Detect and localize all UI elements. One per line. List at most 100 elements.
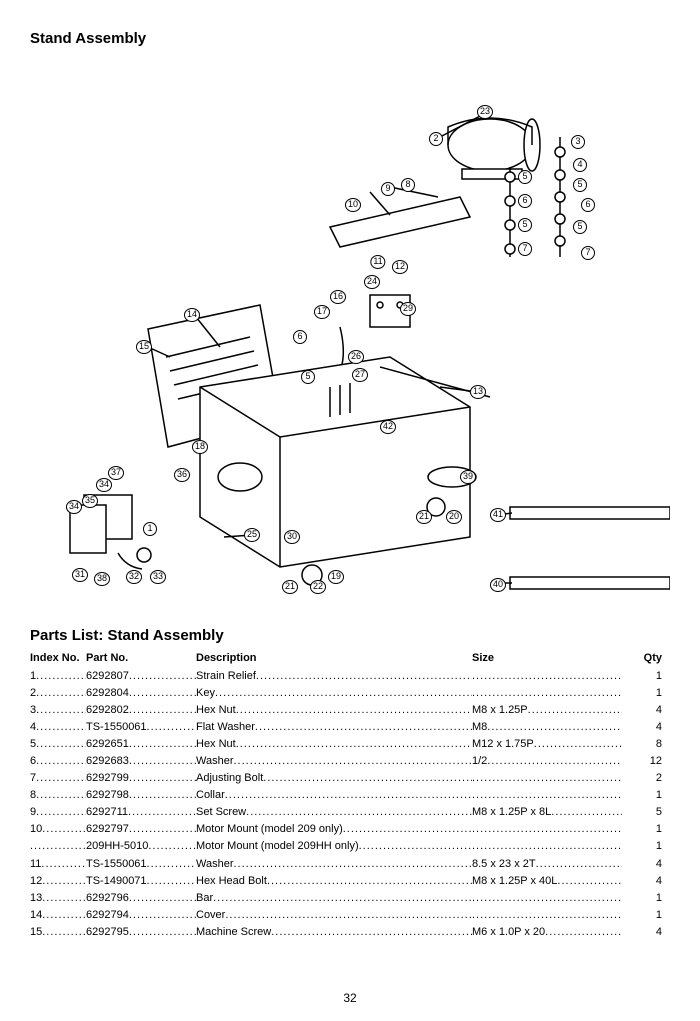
table-row: 12TS-1490071Hex Head BoltM8 x 1.25P x 40… [30,873,670,890]
table-row: 86292798Collar1 [30,787,670,804]
diagram-callout: 22 [310,580,326,594]
table-cell: 8 [622,736,662,753]
table-cell: 4 [622,856,662,873]
diagram-callout: 42 [380,420,396,434]
diagram-callout: 32 [126,570,142,584]
table-cell: 14 [30,907,86,924]
table-cell: 13 [30,890,86,907]
table-cell: 2 [30,685,86,702]
page-title: Stand Assembly [30,30,670,47]
table-cell: Cover [196,907,472,924]
diagram-callout: 12 [392,260,408,274]
diagram-callout: 3 [571,135,585,149]
diagram-callout: 21 [416,510,432,524]
table-cell: M8 x 1.25P x 40L [472,873,622,890]
table-cell: 6292802 [86,702,196,719]
table-row: 4TS-1550061Flat WasherM84 [30,719,670,736]
table-cell: 6292804 [86,685,196,702]
table-cell: M12 x 1.75P [472,736,622,753]
page-number: 32 [0,991,700,1005]
table-row: 16292807Strain Relief1 [30,668,670,685]
parts-table-header: Index No. Part No. Description Size Qty [30,652,670,664]
table-cell: 1 [30,668,86,685]
diagram-callout: 41 [490,508,506,522]
diagram-callout: 7 [518,242,532,256]
diagram-callout: 6 [518,194,532,208]
diagram-callout: 1 [143,522,157,536]
diagram-callout: 18 [192,440,208,454]
table-cell: 6292683 [86,753,196,770]
diagram-callout: 17 [314,305,330,319]
diagram-callout: 26 [348,350,364,364]
table-cell: 5 [622,804,662,821]
diagram-callout: 29 [400,302,416,316]
diagram-callout: 15 [136,340,152,354]
diagram-callout: 27 [352,368,368,382]
table-cell: 3 [30,702,86,719]
table-cell: M8 x 1.25P [472,702,622,719]
table-row: 156292795Machine ScrewM6 x 1.0P x 204 [30,924,670,941]
diagram-callout: 9 [381,182,395,196]
table-cell: 11 [30,856,86,873]
col-header-desc: Description [196,652,472,664]
table-cell: 6292796 [86,890,196,907]
table-cell: Washer [196,856,472,873]
table-cell: 4 [622,702,662,719]
table-cell: Machine Screw [196,924,472,941]
diagram-callout: 8 [401,178,415,192]
table-cell: 12 [622,753,662,770]
diagram-callout: 20 [446,510,462,524]
table-cell: 1 [622,838,662,855]
diagram-callout: 37 [108,466,124,480]
table-cell: M6 x 1.0P x 20 [472,924,622,941]
table-cell: Strain Relief [196,668,472,685]
table-cell: 8.5 x 23 x 2T [472,856,622,873]
diagram-callout: 5 [573,220,587,234]
table-cell [472,890,622,907]
table-cell [472,770,622,787]
table-cell: 4 [622,719,662,736]
parts-table: Index No. Part No. Description Size Qty … [30,652,670,941]
table-cell: 9 [30,804,86,821]
table-cell: Set Screw [196,804,472,821]
table-cell: 6292797 [86,821,196,838]
table-row: 146292794Cover1 [30,907,670,924]
table-cell: Key [196,685,472,702]
table-cell: TS-1490071 [86,873,196,890]
diagram-callout: 39 [460,470,476,484]
diagram-callout: 14 [184,308,200,322]
table-cell: TS-1550061 [86,719,196,736]
table-cell: 6292651 [86,736,196,753]
parts-list-heading: Parts List: Stand Assembly [30,627,670,644]
table-row: 56292651Hex NutM12 x 1.75P8 [30,736,670,753]
diagram-callout: 36 [174,468,190,482]
table-row: 96292711Set ScrewM8 x 1.25P x 8L5 [30,804,670,821]
diagram-callout: 7 [581,246,595,260]
table-cell: 1 [622,907,662,924]
table-row: 136292796Bar1 [30,890,670,907]
diagram-callout: 5 [301,370,315,384]
table-row: 106292797Motor Mount (model 209 only)1 [30,821,670,838]
diagram-callout: 6 [293,330,307,344]
table-cell: 6292798 [86,787,196,804]
table-cell: 7 [30,770,86,787]
table-cell: 209HH-5010 [86,838,196,855]
diagram-callout: 35 [82,494,98,508]
table-cell: 6292799 [86,770,196,787]
diagram-callout: 30 [284,530,300,544]
table-row: 66292683Washer1/212 [30,753,670,770]
table-cell: 8 [30,787,86,804]
table-cell: Hex Head Bolt [196,873,472,890]
table-cell: 10 [30,821,86,838]
parts-table-body: 16292807Strain Relief126292804Key1362928… [30,668,670,941]
table-cell: 5 [30,736,86,753]
exploded-diagram: 2323455891066557711122416172914156262713… [30,57,670,597]
table-cell [472,668,622,685]
table-cell [472,821,622,838]
table-cell: 2 [622,770,662,787]
diagram-callout: 6 [581,198,595,212]
table-cell: TS-1550061 [86,856,196,873]
table-cell: 6292795 [86,924,196,941]
table-cell: 1/2 [472,753,622,770]
table-row: 26292804Key1 [30,685,670,702]
